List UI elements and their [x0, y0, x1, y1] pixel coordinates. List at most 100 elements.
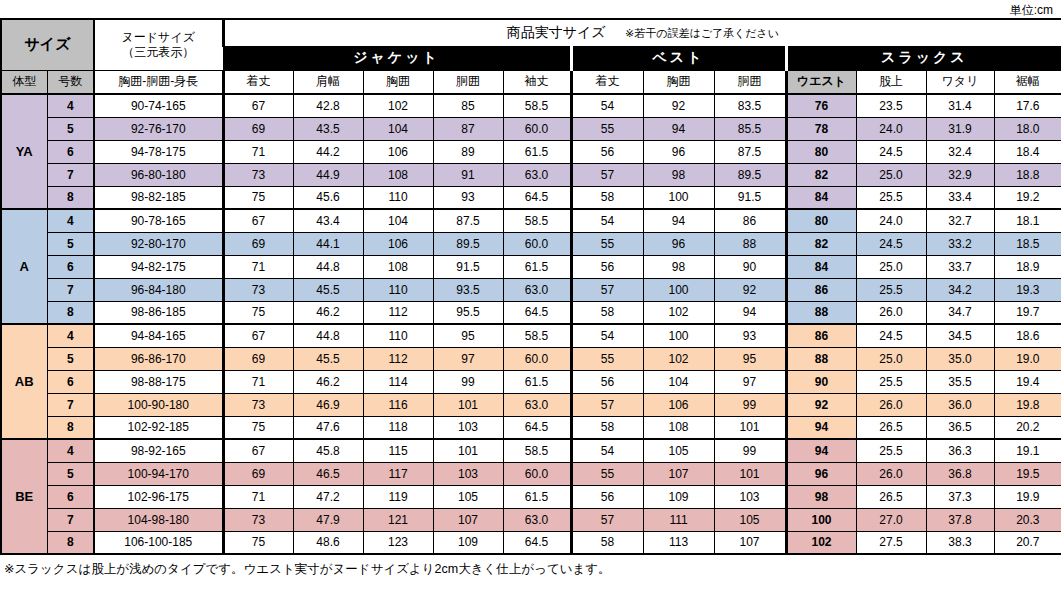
vest-value-cell: 57: [571, 163, 643, 186]
jacket-value-cell: 43.5: [293, 117, 363, 140]
vest-value-cell: 102: [643, 347, 714, 370]
slacks-waist-cell: 90: [786, 370, 856, 393]
size-no-header: 号数: [47, 70, 94, 94]
jacket-value-cell: 63.0: [503, 393, 571, 416]
slacks-value-cell: 19.4: [994, 370, 1061, 393]
nude-size-cell: 98-92-165: [94, 439, 223, 462]
vest-value-cell: 85.5: [714, 117, 786, 140]
jacket-value-cell: 47.2: [293, 485, 363, 508]
slacks-value-cell: 25.5: [856, 439, 926, 462]
nude-size-cell: 96-80-180: [94, 163, 223, 186]
body-type-cell: YA: [1, 94, 47, 209]
vest-value-cell: 56: [571, 255, 643, 278]
vest-value-cell: 107: [714, 531, 786, 554]
jacket-value-cell: 44.9: [293, 163, 363, 186]
size-no-cell: 4: [47, 324, 94, 347]
jacket-value-cell: 67: [223, 439, 293, 462]
jacket-value-cell: 104: [363, 209, 433, 232]
vest-value-cell: 94: [643, 209, 714, 232]
vest-value-cell: 103: [714, 485, 786, 508]
vest-value-cell: 55: [571, 117, 643, 140]
slacks-value-cell: 31.9: [926, 117, 994, 140]
slacks-value-cell: 26.5: [856, 485, 926, 508]
jacket-value-cell: 60.0: [503, 462, 571, 485]
vest-value-cell: 108: [643, 416, 714, 439]
slacks-value-cell: 19.8: [994, 393, 1061, 416]
slacks-value-cell: 18.9: [994, 255, 1061, 278]
slacks-value-cell: 19.5: [994, 462, 1061, 485]
jacket-value-cell: 103: [433, 416, 503, 439]
vest-value-cell: 101: [714, 416, 786, 439]
slacks-value-cell: 19.9: [994, 485, 1061, 508]
slacks-col-header: 股上: [856, 70, 926, 94]
vest-value-cell: 94: [643, 117, 714, 140]
jacket-value-cell: 71: [223, 140, 293, 163]
slacks-value-cell: 19.7: [994, 301, 1061, 324]
body-type-cell: BE: [1, 439, 47, 554]
slacks-value-cell: 24.5: [856, 232, 926, 255]
vest-value-cell: 98: [643, 255, 714, 278]
slacks-waist-cell: 100: [786, 508, 856, 531]
body-type-cell: AB: [1, 324, 47, 439]
jacket-value-cell: 87.5: [433, 209, 503, 232]
vest-col-header: 胸囲: [643, 70, 714, 94]
vest-value-cell: 91.5: [714, 186, 786, 209]
vest-value-cell: 95: [714, 347, 786, 370]
slacks-value-cell: 20.2: [994, 416, 1061, 439]
nude-size-cell: 100-94-170: [94, 462, 223, 485]
nude-size-cell: 104-98-180: [94, 508, 223, 531]
jacket-value-cell: 93.5: [433, 278, 503, 301]
jacket-value-cell: 73: [223, 393, 293, 416]
jacket-value-cell: 44.1: [293, 232, 363, 255]
jacket-value-cell: 91: [433, 163, 503, 186]
slacks-value-cell: 18.5: [994, 232, 1061, 255]
slacks-value-cell: 25.0: [856, 163, 926, 186]
size-no-cell: 7: [47, 278, 94, 301]
vest-value-cell: 57: [571, 393, 643, 416]
nude-size-cell: 102-96-175: [94, 485, 223, 508]
jacket-value-cell: 46.2: [293, 370, 363, 393]
jacket-value-cell: 106: [363, 232, 433, 255]
nude-size-cell: 92-80-170: [94, 232, 223, 255]
jacket-value-cell: 85: [433, 94, 503, 117]
vest-value-cell: 99: [714, 439, 786, 462]
vest-value-cell: 92: [643, 94, 714, 117]
jacket-value-cell: 121: [363, 508, 433, 531]
jacket-col-header: 胴囲: [433, 70, 503, 94]
jacket-value-cell: 60.0: [503, 117, 571, 140]
size-row-BE-7: 7104-98-1807347.912110763.05711110510027…: [1, 508, 1061, 531]
slacks-value-cell: 25.5: [856, 186, 926, 209]
size-no-cell: 4: [47, 209, 94, 232]
slacks-value-cell: 33.7: [926, 255, 994, 278]
vest-value-cell: 55: [571, 347, 643, 370]
jacket-value-cell: 67: [223, 324, 293, 347]
slacks-value-cell: 33.4: [926, 186, 994, 209]
slacks-waist-cell: 80: [786, 140, 856, 163]
size-no-cell: 7: [47, 163, 94, 186]
size-row-A-6: 694-82-1757144.810891.561.55698908425.03…: [1, 255, 1061, 278]
jacket-value-cell: 48.6: [293, 531, 363, 554]
jacket-value-cell: 112: [363, 301, 433, 324]
size-no-cell: 6: [47, 485, 94, 508]
jacket-value-cell: 112: [363, 347, 433, 370]
vest-value-cell: 55: [571, 462, 643, 485]
slacks-value-cell: 24.0: [856, 117, 926, 140]
vest-col-header: 胴囲: [714, 70, 786, 94]
size-row-A-5: 592-80-1706944.110689.560.05596888224.53…: [1, 232, 1061, 255]
jacket-value-cell: 108: [363, 255, 433, 278]
size-row-A-7: 796-84-1807345.511093.563.057100928625.5…: [1, 278, 1061, 301]
size-row-YA-5: 592-76-1706943.51048760.0559485.57824.03…: [1, 117, 1061, 140]
jacket-value-cell: 89.5: [433, 232, 503, 255]
jacket-value-cell: 109: [433, 531, 503, 554]
jacket-value-cell: 110: [363, 186, 433, 209]
size-no-cell: 6: [47, 255, 94, 278]
slacks-waist-cell: 76: [786, 94, 856, 117]
slacks-col-header: ワタリ: [926, 70, 994, 94]
jacket-value-cell: 45.5: [293, 278, 363, 301]
slacks-value-cell: 36.0: [926, 393, 994, 416]
vest-value-cell: 88: [714, 232, 786, 255]
slacks-value-cell: 32.4: [926, 140, 994, 163]
nude-size-cell: 90-78-165: [94, 209, 223, 232]
vest-value-cell: 86: [714, 209, 786, 232]
size-no-cell: 5: [47, 232, 94, 255]
